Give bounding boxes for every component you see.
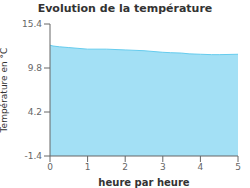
svg-text:4.2: 4.2 bbox=[28, 107, 42, 117]
svg-text:0: 0 bbox=[47, 162, 53, 172]
svg-text:9.8: 9.8 bbox=[28, 63, 43, 73]
svg-text:1: 1 bbox=[85, 162, 91, 172]
svg-text:2: 2 bbox=[122, 162, 128, 172]
svg-text:5: 5 bbox=[235, 162, 241, 172]
svg-text:15.4: 15.4 bbox=[22, 19, 42, 29]
svg-text:3: 3 bbox=[160, 162, 166, 172]
svg-text:-1.4: -1.4 bbox=[24, 151, 42, 161]
svg-text:heure par heure: heure par heure bbox=[98, 177, 189, 188]
svg-text:4: 4 bbox=[198, 162, 204, 172]
html-text:Evolution de la température: Evolution de la température bbox=[37, 2, 213, 15]
svg-text:Température en °C: Température en °C bbox=[8, 48, 9, 134]
